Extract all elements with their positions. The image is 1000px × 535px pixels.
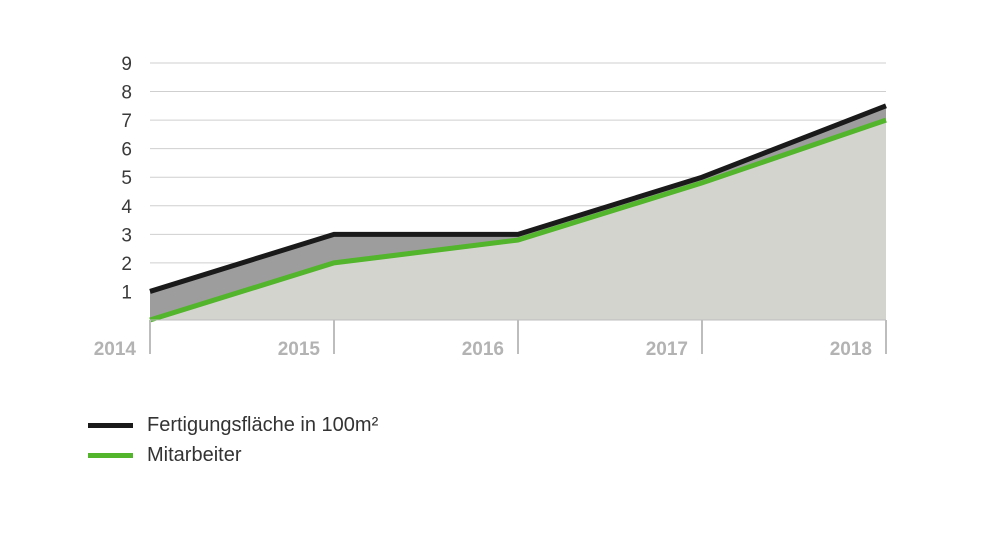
series-line-0: [149, 103, 887, 294]
x-axis: [149, 319, 887, 354]
y-tick-label: 1: [121, 282, 132, 303]
series-line-1: [149, 117, 887, 323]
legend-item-fertigungsflaeche: Fertigungsfläche in 100m²: [88, 410, 378, 440]
y-tick-label: 5: [121, 168, 132, 189]
y-axis-ticks: 1 2 3 4 5 6 7 8 9: [121, 54, 132, 303]
series-areas: [150, 105, 886, 320]
y-tick-label: 7: [121, 111, 132, 132]
legend-label: Fertigungsfläche in 100m²: [147, 413, 379, 436]
legend-swatch-black: [88, 422, 133, 428]
y-tick-label: 2: [121, 254, 132, 275]
legend-label: Mitarbeiter: [147, 443, 242, 466]
legend: Fertigungsfläche in 100m² Mitarbeiter: [88, 410, 378, 470]
x-tick-label: 2015: [278, 339, 321, 360]
x-tick-label: 2016: [462, 339, 504, 360]
x-axis-ticks: 2014 2015 2016 2017 2018: [94, 339, 872, 360]
y-tick-label: 4: [121, 197, 132, 218]
legend-swatch-green: [88, 452, 133, 458]
x-tick-label: 2014: [94, 339, 137, 360]
legend-item-mitarbeiter: Mitarbeiter: [88, 440, 378, 470]
x-tick-label: 2018: [830, 339, 872, 360]
y-tick-label: 8: [121, 83, 132, 104]
y-tick-label: 6: [121, 140, 132, 161]
series-lines: [149, 103, 887, 323]
x-tick-label: 2017: [646, 339, 688, 360]
y-tick-label: 9: [121, 54, 132, 75]
series-area-1: [150, 120, 886, 320]
y-tick-label: 3: [121, 225, 132, 246]
